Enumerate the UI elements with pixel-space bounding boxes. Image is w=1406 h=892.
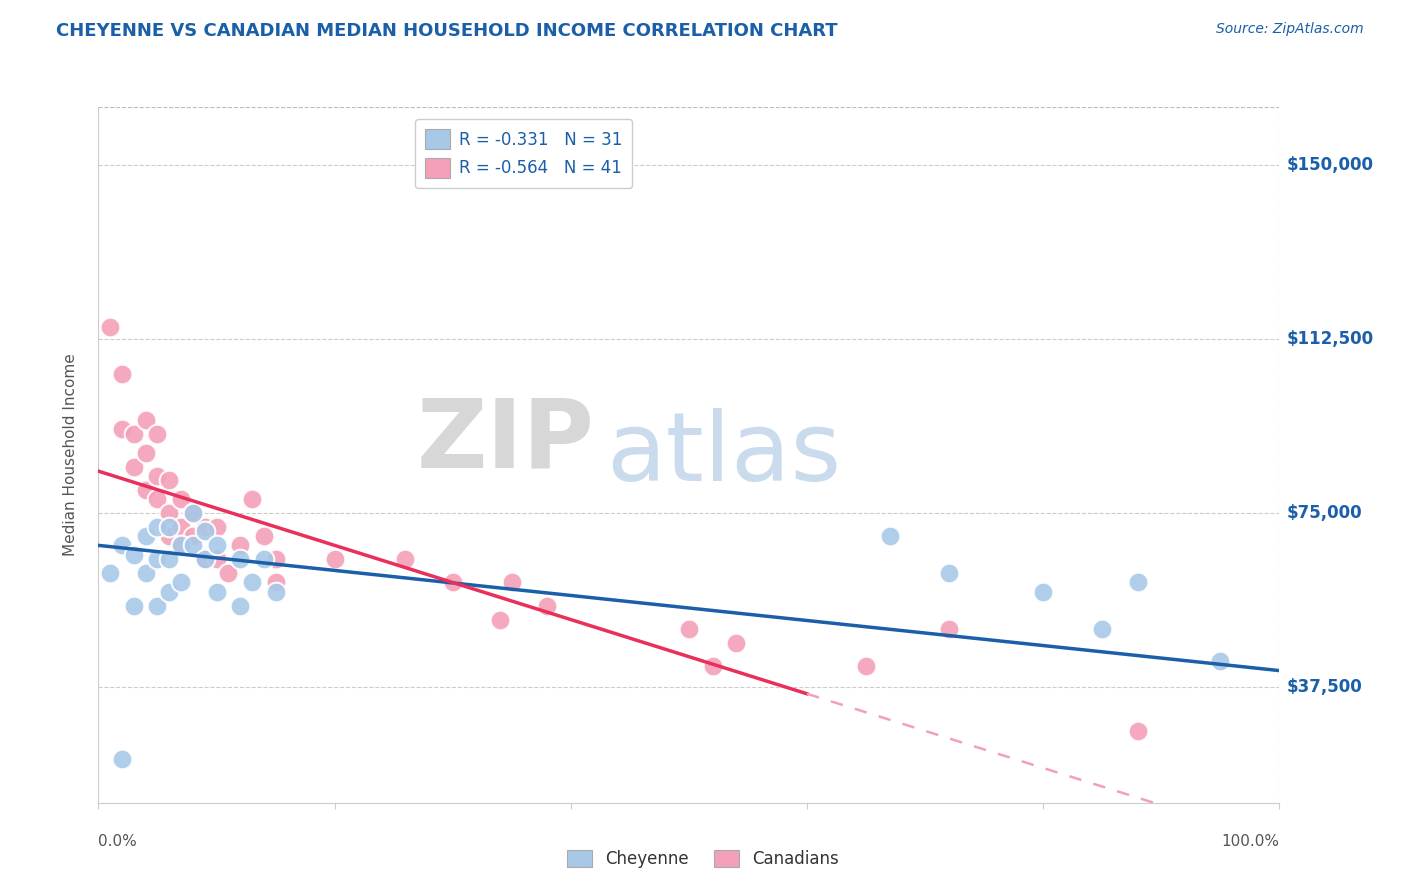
Point: [229, 552, 252, 566]
Point: [855, 659, 877, 673]
Text: CHEYENNE VS CANADIAN MEDIAN HOUSEHOLD INCOME CORRELATION CHART: CHEYENNE VS CANADIAN MEDIAN HOUSEHOLD IN…: [56, 22, 838, 40]
Point: [146, 427, 169, 442]
Point: [501, 575, 523, 590]
Point: [489, 613, 512, 627]
Point: [146, 599, 169, 613]
Point: [170, 491, 193, 506]
Point: [264, 552, 287, 566]
Point: [1126, 723, 1149, 738]
Point: [938, 566, 960, 581]
Point: [938, 622, 960, 636]
Point: [170, 538, 193, 552]
Point: [253, 552, 276, 566]
Point: [1032, 584, 1054, 599]
Text: atlas: atlas: [606, 409, 841, 501]
Point: [394, 552, 416, 566]
Point: [181, 506, 204, 520]
Point: [194, 524, 217, 539]
Point: [170, 520, 193, 534]
Point: [441, 575, 464, 590]
Point: [135, 529, 157, 543]
Text: ZIP: ZIP: [416, 394, 595, 488]
Point: [111, 752, 134, 766]
Point: [111, 538, 134, 552]
Point: [146, 468, 169, 483]
Point: [157, 552, 180, 566]
Point: [702, 659, 724, 673]
Point: [217, 566, 239, 581]
Text: $112,500: $112,500: [1286, 330, 1374, 348]
Point: [122, 459, 145, 474]
Point: [135, 445, 157, 459]
Point: [264, 584, 287, 599]
Point: [879, 529, 901, 543]
Point: [1091, 622, 1114, 636]
Point: [1126, 575, 1149, 590]
Point: [146, 491, 169, 506]
Text: Source: ZipAtlas.com: Source: ZipAtlas.com: [1216, 22, 1364, 37]
Point: [157, 506, 180, 520]
Text: 0.0%: 0.0%: [98, 834, 138, 849]
Text: $150,000: $150,000: [1286, 156, 1374, 174]
Point: [157, 520, 180, 534]
Point: [135, 483, 157, 497]
Text: $75,000: $75,000: [1286, 504, 1362, 522]
Point: [111, 422, 134, 436]
Legend: R = -0.331   N = 31, R = -0.564   N = 41: R = -0.331 N = 31, R = -0.564 N = 41: [415, 119, 631, 188]
Point: [229, 538, 252, 552]
Point: [181, 506, 204, 520]
Point: [157, 584, 180, 599]
Point: [205, 584, 228, 599]
Point: [146, 552, 169, 566]
Point: [98, 566, 121, 581]
Y-axis label: Median Household Income: Median Household Income: [63, 353, 77, 557]
Point: [135, 566, 157, 581]
Point: [181, 529, 204, 543]
Point: [725, 636, 748, 650]
Text: 100.0%: 100.0%: [1222, 834, 1279, 849]
Point: [122, 599, 145, 613]
Point: [98, 320, 121, 334]
Point: [194, 520, 217, 534]
Point: [253, 529, 276, 543]
Point: [240, 575, 263, 590]
Point: [122, 548, 145, 562]
Legend: Cheyenne, Canadians: Cheyenne, Canadians: [561, 843, 845, 875]
Point: [229, 599, 252, 613]
Point: [157, 474, 180, 488]
Point: [205, 520, 228, 534]
Point: [205, 552, 228, 566]
Point: [157, 529, 180, 543]
Point: [1209, 654, 1232, 668]
Point: [170, 538, 193, 552]
Point: [240, 491, 263, 506]
Point: [678, 622, 700, 636]
Point: [146, 520, 169, 534]
Point: [111, 367, 134, 381]
Point: [181, 538, 204, 552]
Text: $37,500: $37,500: [1286, 678, 1362, 696]
Point: [135, 413, 157, 427]
Point: [170, 575, 193, 590]
Point: [264, 575, 287, 590]
Point: [122, 427, 145, 442]
Point: [194, 552, 217, 566]
Point: [194, 552, 217, 566]
Point: [536, 599, 558, 613]
Point: [323, 552, 346, 566]
Point: [205, 538, 228, 552]
